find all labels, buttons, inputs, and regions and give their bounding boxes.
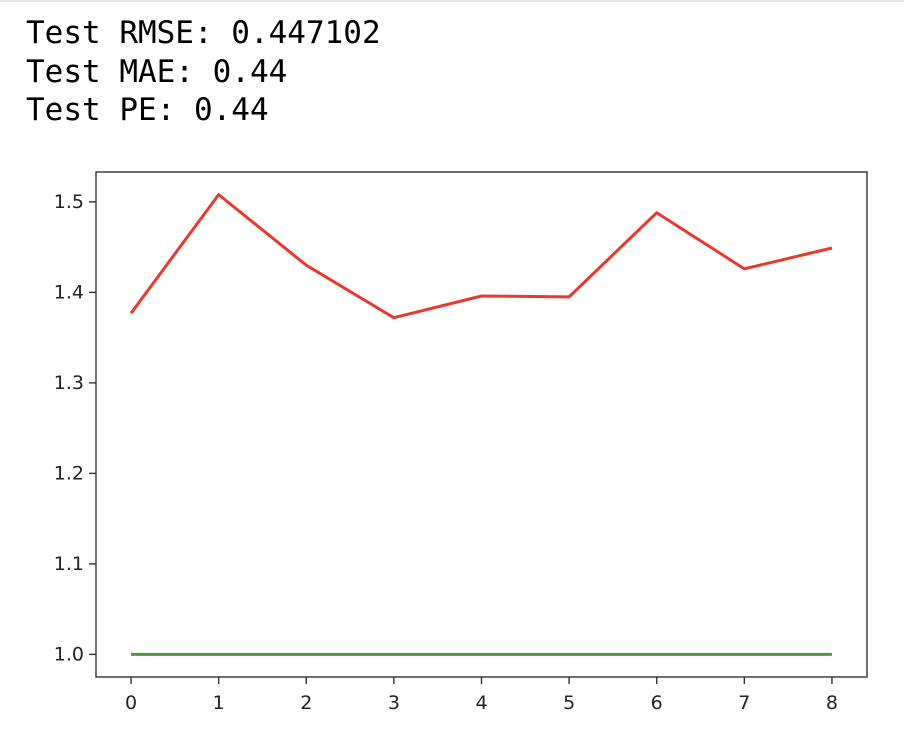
y-tick-label: 1.5 xyxy=(54,191,84,213)
test-pe-line: Test PE: 0.44 xyxy=(26,92,269,128)
cell-top-border xyxy=(0,0,904,2)
test-rmse-line: Test RMSE: 0.447102 xyxy=(26,15,381,51)
y-tick-label: 1.3 xyxy=(54,372,84,394)
y-axis: 1.0 1.1 1.2 1.3 1.4 1.5 xyxy=(54,191,96,665)
plot-frame xyxy=(95,171,868,678)
x-tick-label: 5 xyxy=(563,692,575,714)
x-tick-label: 7 xyxy=(738,692,750,714)
x-axis: 0 1 2 3 4 5 6 7 8 xyxy=(125,677,838,714)
x-tick-label: 6 xyxy=(651,692,663,714)
x-tick-label: 8 xyxy=(826,692,838,714)
x-tick-label: 1 xyxy=(213,692,225,714)
x-tick-label: 3 xyxy=(388,692,400,714)
cell-output-text: Test RMSE: 0.447102 Test MAE: 0.44 Test PE… xyxy=(26,14,381,130)
series-layer xyxy=(129,193,833,656)
test-mae-line: Test MAE: 0.44 xyxy=(26,53,288,90)
y-tick-label: 1.2 xyxy=(54,462,84,484)
x-tick-label: 0 xyxy=(125,692,137,714)
y-tick-label: 1.4 xyxy=(54,281,84,303)
series-line-1 xyxy=(129,193,833,320)
x-tick-label: 2 xyxy=(300,692,312,714)
x-tick-label: 4 xyxy=(475,692,487,714)
y-tick-label: 1.1 xyxy=(54,553,84,575)
y-tick-label: 1.0 xyxy=(54,643,84,665)
